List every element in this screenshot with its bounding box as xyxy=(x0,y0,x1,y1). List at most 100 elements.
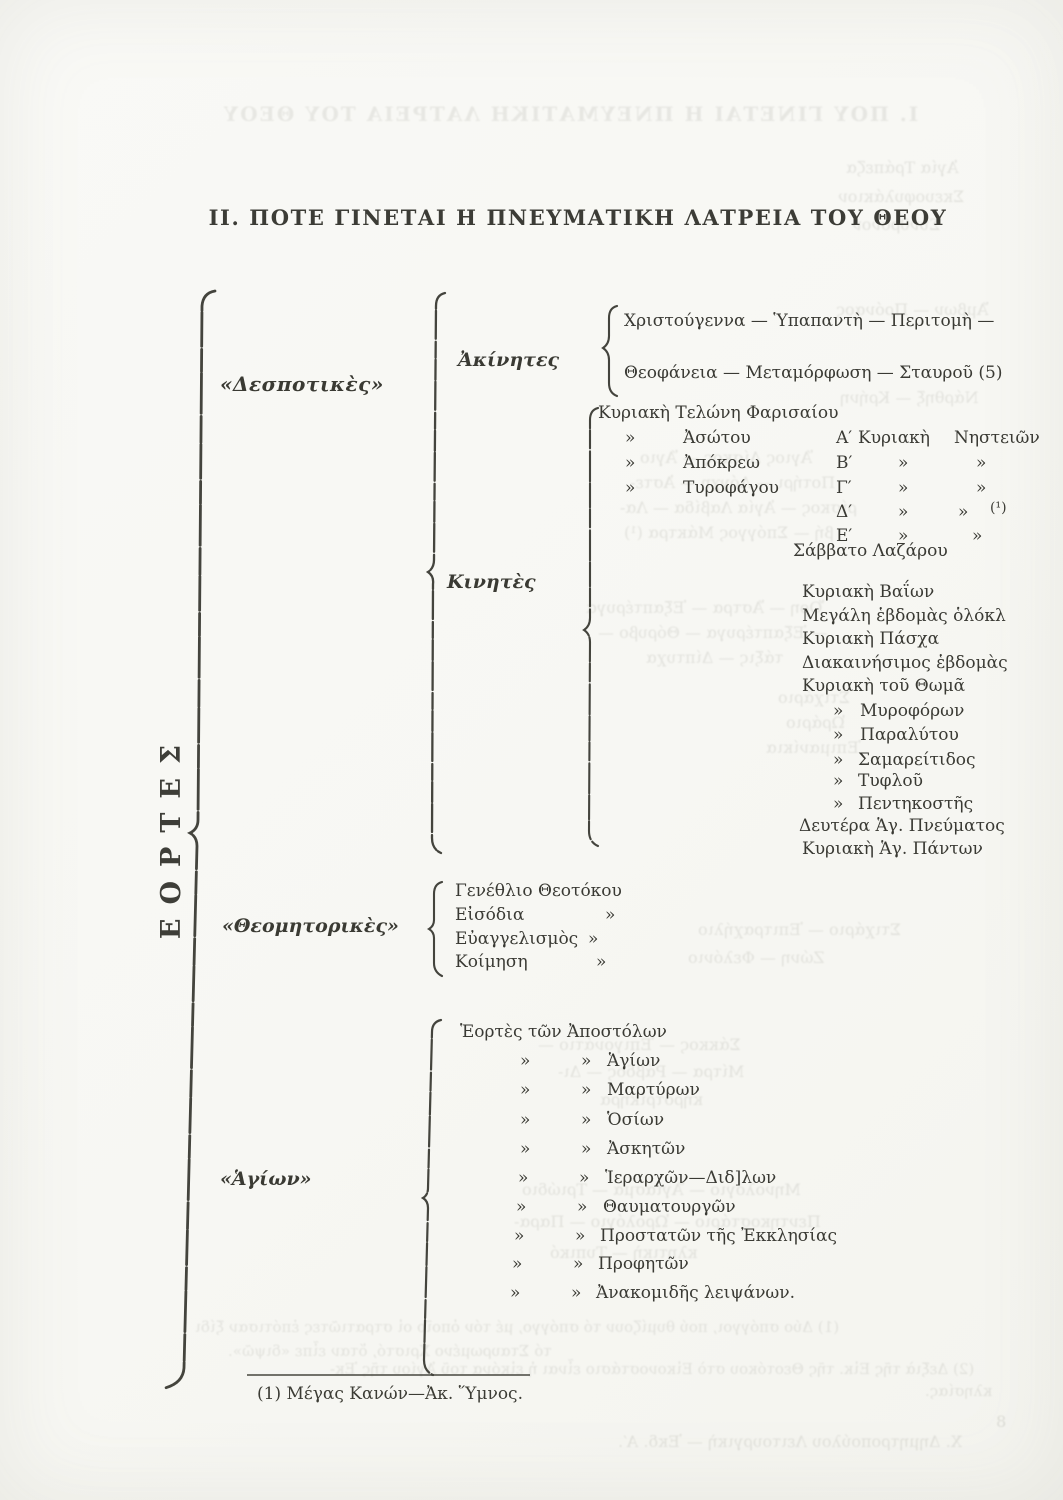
ditto-mark: » xyxy=(520,1110,531,1130)
feast-row-text: Προστατῶν τῆς Ἐκκλησίας xyxy=(600,1226,838,1246)
feast-row-text: Σαμαρείτιδος xyxy=(858,750,976,770)
page-title: II. ΠΟΤΕ ΓΙΝΕΤΑΙ Η ΠΝΕΥΜΑΤΙΚΗ ΛΑΤΡΕΙΑ ΤΟ… xyxy=(208,205,948,230)
feast-row-text: Ἁγίων xyxy=(607,1051,661,1071)
feast-row-text: Κυριακὴ Βαΐων xyxy=(802,582,935,602)
feast-row-text: Εὐαγγελισμὸς xyxy=(455,929,579,949)
lent-sunday-letter: Α′ xyxy=(836,428,853,448)
feast-row-text: Θαυματουργῶν xyxy=(603,1197,736,1217)
ditto-mark: » xyxy=(625,478,636,498)
feast-row-text: Ὁσίων xyxy=(607,1110,665,1130)
ditto-mark: » xyxy=(520,1051,531,1071)
lent-sunday-letter: Δ′ xyxy=(836,502,853,522)
bleed-through-text: Ἁγία Τράπεζα xyxy=(846,158,959,177)
feast-row-text: Κυριακὴ Πάσχα xyxy=(802,629,940,649)
feast-row-text: Ἀνακομιδῆς λειψάνων. xyxy=(596,1283,796,1303)
feast-row-text: Προφητῶν xyxy=(598,1254,689,1274)
ditto-mark: » xyxy=(514,1226,525,1246)
ditto-mark: » xyxy=(898,526,909,546)
bleed-through-text: — Ἑξαπτέρυγα — Θόρυβο — xyxy=(598,623,828,642)
bleed-through-text: τάξις — Δίπτυχα xyxy=(646,648,784,667)
bleed-through-text: κλησίας. xyxy=(925,1382,993,1400)
brace-kinites-list xyxy=(582,406,600,848)
feast-row-text: Ἀπόκρεω xyxy=(683,453,760,473)
ditto-mark: » xyxy=(588,929,599,949)
bleed-through-text: Στιχάριο — Ἐπιτραχήλιο xyxy=(698,920,902,939)
lent-sunday-letter: Ε′ xyxy=(836,526,853,546)
ditto-mark: » xyxy=(581,1110,592,1130)
feast-row-text: Εἰσόδια xyxy=(455,905,525,925)
bleed-through-text: Νάρθηξ — Κρήνη xyxy=(840,388,979,407)
section-label-despotikes: «Δεσποτικὲς» xyxy=(220,372,384,396)
feast-row-text: Μυροφόρων xyxy=(860,701,965,721)
feast-row-text: Κυριακὴ τοῦ Θωμᾶ xyxy=(802,676,966,696)
ditto-mark: » xyxy=(625,453,636,473)
ditto-mark: » xyxy=(833,701,844,721)
ditto-mark: » xyxy=(605,905,616,925)
ditto-mark: » xyxy=(833,750,844,770)
side-label-eortes: ΕΟΡΤΕΣ xyxy=(155,730,187,940)
bleed-through-text: Ὄρη — Ἄστρα — Ἑξαπτέρυγα xyxy=(586,598,825,617)
ditto-mark: » xyxy=(972,526,983,546)
ditto-mark: » xyxy=(833,771,844,791)
lent-sunday-letter: Γ′ xyxy=(836,478,852,498)
feast-row-text: Κυριακὴ Τελώνη Φαρισαίου xyxy=(598,403,839,423)
feast-row-text: Γενέθλιο Θεοτόκου xyxy=(455,881,622,901)
feast-row-text: Νηστειῶν xyxy=(954,428,1040,448)
bleed-through-text: Ἐπιμανίκια xyxy=(766,738,861,757)
ditto-mark: » xyxy=(625,428,636,448)
bleed-through-text: Ι. ΠΟΥ ΓΙΝΕΤΑΙ Η ΠΝΕΥΜΑΤΙΚΗ ΛΑΤΡΕΙΑ ΤΟΥ … xyxy=(221,102,919,126)
feast-row-text: Διακαινήσιμος ἑβδομὰς xyxy=(802,653,1008,673)
ditto-mark: » xyxy=(520,1139,531,1159)
feast-row-text: Τυφλοῦ xyxy=(858,771,923,791)
feast-row-text: Μεγάλη ἑβδομὰς ὁλόκλ xyxy=(802,606,1006,626)
ditto-mark: » xyxy=(575,1226,586,1246)
feast-row-text: Ἱεραρχῶν—Διδ]λων xyxy=(605,1168,777,1188)
bleed-through-text: (1) Δύο σπόγγοι, πού θυμίζουν τό σπόγγο,… xyxy=(195,1318,840,1336)
ditto-mark: » xyxy=(571,1283,582,1303)
ditto-mark: » xyxy=(516,1197,527,1217)
ditto-mark: » xyxy=(898,453,909,473)
bleed-through-page-number: 8 xyxy=(996,1412,1007,1431)
feast-row-text: Παραλύτου xyxy=(860,725,959,745)
ditto-mark: » xyxy=(596,952,607,972)
bleed-through-text: Ζώνη — Φελόνιο xyxy=(688,948,825,967)
bleed-through-text: τό Σταυρωμένο Χριστό, ὅταν εἶπε «διψῶ». xyxy=(228,1342,552,1360)
ditto-mark: » xyxy=(898,478,909,498)
ditto-mark: » xyxy=(833,794,844,814)
akinites-line-1: Χριστούγεννα — Ὑπαπαντὴ — Περιτομὴ — xyxy=(624,311,995,331)
ditto-mark: » xyxy=(577,1197,588,1217)
ditto-mark: » xyxy=(976,478,987,498)
feast-row-text: Ἀσώτου xyxy=(683,428,751,448)
ditto-mark: » xyxy=(573,1254,584,1274)
section-label-agion: «Ἁγίων» xyxy=(220,1168,312,1190)
feast-row-text: Μαρτύρων xyxy=(607,1080,700,1100)
footnote-text: (1) Μέγας Κανών—Ἀκ. Ὕμνος. xyxy=(257,1384,523,1404)
ditto-mark: » xyxy=(898,502,909,522)
feast-row-text: Πεντηκοστῆς xyxy=(858,794,974,814)
ditto-mark: » xyxy=(833,725,844,745)
brace-despotikes xyxy=(425,291,447,855)
feast-row-text: Δευτέρα Ἁγ. Πνεύματος xyxy=(799,816,1005,836)
feast-row-text: Τυροφάγου xyxy=(683,478,780,498)
footnote-rule xyxy=(247,1374,530,1376)
label-kinites: Κινητὲς xyxy=(447,571,536,593)
bleed-through-text: Σκευοφυλάκιον xyxy=(838,187,965,206)
feast-row-text: Κοίμηση xyxy=(455,952,528,972)
feast-row-text: Κυριακὴ Ἁγ. Πάντων xyxy=(802,839,983,859)
bleed-through-credit: Χ. Δημητροπούλου Λειτουργικὴ — Ἐκδ. Α′. xyxy=(618,1432,963,1451)
feast-row-text: Ἀσκητῶν xyxy=(607,1139,686,1159)
feast-row-text: Κυριακὴ xyxy=(858,428,930,448)
ditto-mark: » xyxy=(520,1080,531,1100)
agion-header-row: Ἑορτὲς τῶν Ἀποστόλων xyxy=(460,1022,667,1042)
brace-akinites xyxy=(601,304,619,398)
ditto-mark: » xyxy=(579,1168,590,1188)
footnote-reference: (¹) xyxy=(990,500,1007,516)
bleed-through-text: ρίσκος — Ἁγία Λαβίδα — Λα- xyxy=(620,498,857,517)
brace-theomitorikes xyxy=(426,880,444,978)
ditto-mark: » xyxy=(581,1051,592,1071)
feast-row-text: Σάββατο Λαζάρου xyxy=(793,541,948,561)
ditto-mark: » xyxy=(581,1080,592,1100)
ditto-mark: » xyxy=(518,1168,529,1188)
ditto-mark: » xyxy=(958,502,969,522)
